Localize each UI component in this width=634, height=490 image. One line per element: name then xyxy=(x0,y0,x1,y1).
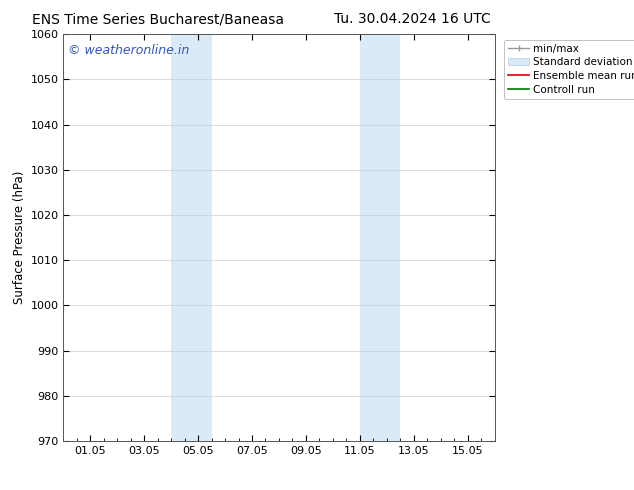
Text: ENS Time Series Bucharest/Baneasa: ENS Time Series Bucharest/Baneasa xyxy=(32,12,285,26)
Text: © weatheronline.in: © weatheronline.in xyxy=(68,45,189,57)
Y-axis label: Surface Pressure (hPa): Surface Pressure (hPa) xyxy=(13,171,26,304)
Legend: min/max, Standard deviation, Ensemble mean run, Controll run: min/max, Standard deviation, Ensemble me… xyxy=(504,40,634,99)
Bar xyxy=(171,34,212,441)
Text: Tu. 30.04.2024 16 UTC: Tu. 30.04.2024 16 UTC xyxy=(333,12,491,26)
Bar xyxy=(359,34,400,441)
